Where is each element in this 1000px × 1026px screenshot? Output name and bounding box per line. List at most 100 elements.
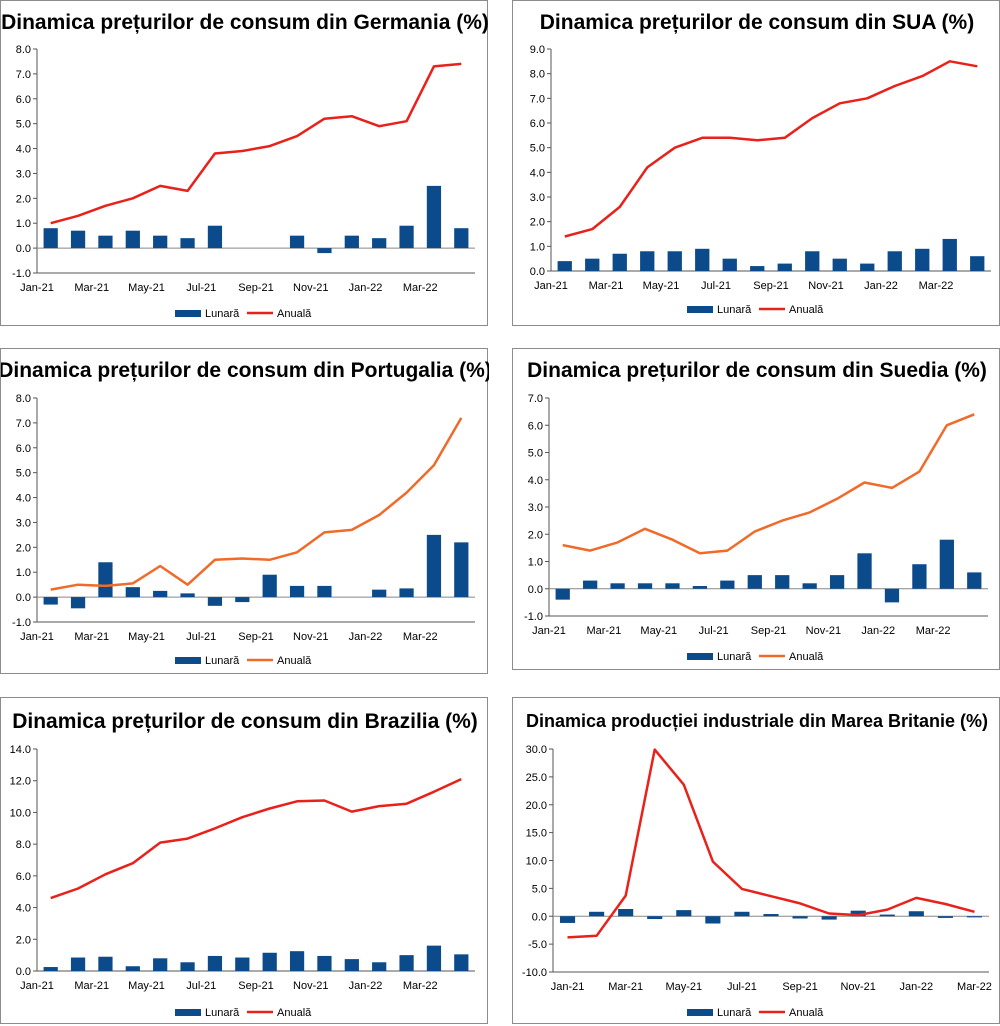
bar: [557, 261, 572, 271]
y-tick-label: -1.0: [524, 611, 543, 623]
bar: [555, 588, 570, 600]
x-tick-label: May-21: [643, 280, 680, 292]
bar: [860, 263, 875, 271]
bar: [887, 251, 902, 271]
bar: [207, 597, 223, 606]
bar: [692, 586, 708, 589]
x-tick-label: Jan-22: [864, 280, 898, 292]
bar: [585, 258, 600, 271]
bar: [665, 583, 680, 589]
legend-swatch-bar: [687, 1009, 713, 1016]
x-tick-label: Jan-21: [20, 631, 54, 643]
y-tick-label: 15.0: [526, 828, 547, 840]
bar: [153, 235, 168, 249]
x-tick-label: May-21: [640, 625, 677, 637]
y-tick-label: 0.0: [528, 584, 543, 596]
bar: [589, 911, 605, 917]
bar: [289, 235, 305, 249]
bar: [153, 590, 168, 598]
y-tick-label: 4.0: [16, 144, 31, 156]
bar: [879, 914, 895, 917]
bar: [667, 251, 682, 271]
chart-title: Dinamica producției industriale din Mare…: [526, 711, 988, 731]
bar: [695, 248, 710, 271]
bar: [676, 910, 692, 917]
y-tick-label: 0.0: [532, 911, 547, 923]
series-line: [50, 777, 462, 900]
bar: [966, 916, 983, 918]
y-tick-label: 1.0: [16, 218, 31, 230]
y-tick-label: 6.0: [16, 94, 31, 106]
bar: [777, 263, 792, 271]
legend-label-line: Anuală: [277, 308, 312, 320]
bar: [70, 230, 86, 249]
y-tick-label: 25.0: [526, 772, 547, 784]
x-tick-label: May-21: [128, 282, 165, 294]
y-tick-label: 2.0: [530, 217, 545, 229]
bar: [125, 587, 140, 598]
bar: [937, 916, 953, 918]
legend-label-bar: Lunară: [205, 655, 240, 667]
chart-title: Dinamica prețurilor de consum din Portug…: [1, 359, 489, 382]
y-tick-label: 0.0: [16, 243, 31, 255]
x-tick-label: Sep-21: [753, 280, 788, 292]
x-tick-label: Sep-21: [238, 980, 273, 992]
legend-swatch-bar: [175, 310, 201, 317]
bar: [399, 588, 414, 598]
bar: [829, 575, 845, 589]
x-tick-label: Jul-21: [727, 981, 757, 993]
y-tick-label: 8.0: [16, 44, 31, 56]
y-tick-label: 9.0: [530, 44, 545, 56]
bar: [747, 575, 762, 589]
bar: [640, 251, 655, 271]
bar: [426, 534, 442, 598]
y-tick-label: 2.0: [16, 542, 31, 554]
y-tick-label: 3.0: [528, 502, 543, 514]
bar: [98, 562, 113, 598]
legend-label-line: Anuală: [277, 1007, 312, 1019]
bar: [262, 574, 277, 598]
y-tick-label: 7.0: [530, 93, 545, 105]
x-tick-label: Mar-21: [74, 631, 109, 643]
bar: [372, 589, 387, 598]
bar: [235, 957, 250, 971]
bar: [610, 583, 625, 589]
bar: [372, 238, 387, 249]
x-tick-label: Jul-21: [186, 980, 216, 992]
x-tick-label: Sep-21: [238, 282, 273, 294]
x-tick-label: Sep-21: [782, 981, 817, 993]
bar: [454, 228, 469, 249]
bar: [763, 914, 779, 917]
x-tick-label: Mar-21: [586, 625, 621, 637]
y-tick-label: 8.0: [16, 839, 31, 851]
bar: [939, 539, 954, 589]
bar: [180, 962, 195, 971]
y-tick-label: 6.0: [528, 420, 543, 432]
bar: [98, 956, 113, 971]
y-tick-label: 5.0: [532, 883, 547, 895]
bar: [317, 955, 332, 971]
bar: [207, 955, 223, 971]
bar: [970, 256, 985, 271]
x-tick-label: Nov-21: [808, 280, 843, 292]
bar: [235, 597, 250, 603]
bar: [289, 585, 305, 598]
x-tick-label: Mar-22: [403, 631, 438, 643]
y-tick-label: 10.0: [526, 856, 547, 868]
legend-label-bar: Lunară: [717, 651, 752, 663]
bar: [262, 952, 277, 971]
bar: [344, 959, 359, 971]
x-tick-label: Nov-21: [293, 980, 328, 992]
legend-swatch-bar: [687, 653, 713, 660]
bar: [454, 954, 469, 971]
y-tick-label: 12.0: [10, 776, 31, 788]
y-tick-label: 4.0: [16, 493, 31, 505]
chart-panel-brazil: Dinamica prețurilor de consum din Brazil…: [0, 697, 488, 1024]
y-tick-label: 8.0: [530, 69, 545, 81]
x-tick-label: Mar-21: [589, 280, 624, 292]
y-tick-label: 5.0: [528, 448, 543, 460]
x-tick-label: Mar-22: [919, 280, 954, 292]
legend-label-line: Anuală: [789, 1007, 824, 1019]
x-tick-label: Jul-21: [699, 625, 729, 637]
chart-svg-usa: Dinamica prețurilor de consum din SUA (%…: [530, 11, 991, 316]
